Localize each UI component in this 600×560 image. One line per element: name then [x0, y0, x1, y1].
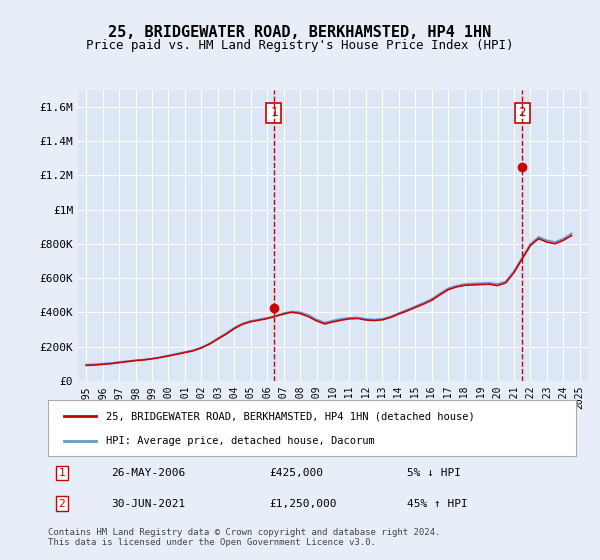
Text: 2: 2 — [518, 106, 526, 119]
Text: 1: 1 — [270, 106, 278, 119]
Text: 2: 2 — [59, 498, 65, 508]
Text: Price paid vs. HM Land Registry's House Price Index (HPI): Price paid vs. HM Land Registry's House … — [86, 39, 514, 52]
Text: £425,000: £425,000 — [270, 468, 324, 478]
Text: 30-JUN-2021: 30-JUN-2021 — [112, 498, 185, 508]
Text: HPI: Average price, detached house, Dacorum: HPI: Average price, detached house, Daco… — [106, 436, 375, 446]
Text: 5% ↓ HPI: 5% ↓ HPI — [407, 468, 461, 478]
Text: 1: 1 — [59, 468, 65, 478]
Text: 25, BRIDGEWATER ROAD, BERKHAMSTED, HP4 1HN (detached house): 25, BRIDGEWATER ROAD, BERKHAMSTED, HP4 1… — [106, 411, 475, 421]
Text: £1,250,000: £1,250,000 — [270, 498, 337, 508]
Text: 45% ↑ HPI: 45% ↑ HPI — [407, 498, 468, 508]
Text: 25, BRIDGEWATER ROAD, BERKHAMSTED, HP4 1HN: 25, BRIDGEWATER ROAD, BERKHAMSTED, HP4 1… — [109, 25, 491, 40]
Text: 26-MAY-2006: 26-MAY-2006 — [112, 468, 185, 478]
Text: Contains HM Land Registry data © Crown copyright and database right 2024.
This d: Contains HM Land Registry data © Crown c… — [48, 528, 440, 547]
